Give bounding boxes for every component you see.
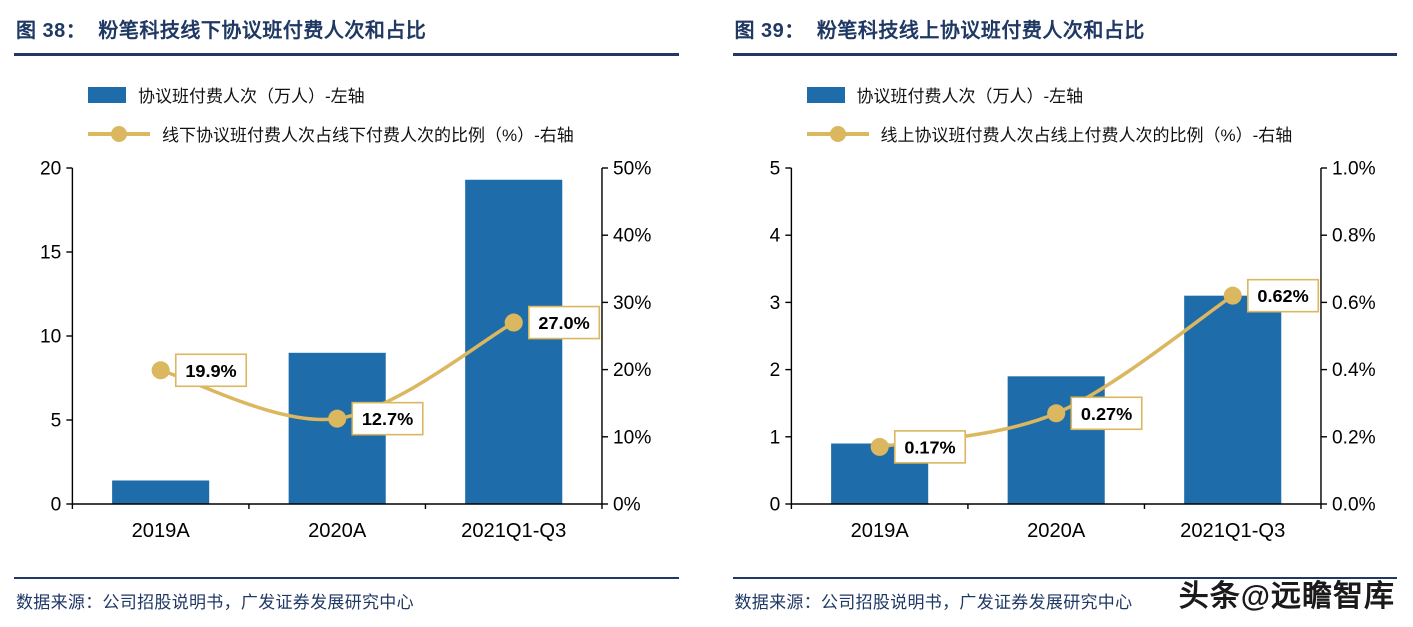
legend-line-marker	[829, 125, 846, 142]
data-point-label: 0.27%	[1080, 404, 1131, 424]
axis-tick-label: 10%	[613, 427, 651, 448]
legend-label: 线上协议班付费人次占线上付费人次的比例（%）-右轴	[880, 126, 1293, 145]
axis-tick-label: 4	[769, 226, 780, 247]
x-axis-label: 2020A	[308, 520, 367, 542]
bar	[1183, 295, 1281, 504]
data-point-marker	[870, 437, 889, 456]
chart-title: 图 38： 粉笔科技线下协议班付费人次和占比	[14, 10, 679, 56]
axis-tick-label: 0	[769, 495, 780, 516]
data-point-label-box	[893, 430, 966, 464]
axis-tick-label: 2	[769, 360, 780, 381]
data-point-label-box	[351, 401, 424, 436]
line-series-swatch	[88, 125, 150, 143]
axis-tick-label: 20	[40, 159, 61, 180]
axis-tick-label: 50%	[613, 159, 651, 180]
legend-label: 协议班付费人次（万人）-左轴	[138, 87, 365, 106]
bar	[112, 480, 210, 504]
axis-tick-label: 30%	[613, 293, 651, 314]
bar-line-combo-chart: 0 5 10 15 20 0% 10% 20% 30% 40% 50% 2019A 2020A 2021Q…	[40, 159, 651, 542]
axis-tick-label: 3	[769, 293, 780, 314]
x-axis-label: 2019A	[850, 520, 909, 542]
bar-series-swatch	[806, 86, 845, 103]
legend: 协议班付费人次（万人）-左轴 线上协议班付费人次占线上付费人次的比例（%）-右轴	[806, 82, 1398, 146]
data-point-label: 27.0%	[538, 313, 589, 333]
x-axis-label: 2019A	[132, 520, 191, 542]
x-axis-label: 2021Q1-Q3	[461, 520, 566, 542]
legend-line-marker	[111, 125, 127, 142]
axis-tick-label: 5	[51, 411, 62, 432]
bar-line-combo-chart: 0 1 2 3 4 5 0.0% 0.2% 0.4% 0.6% 0.8% 1.0% 2019A 2020A…	[769, 159, 1376, 542]
data-point-marker	[328, 409, 347, 428]
axis-tick-label: 15	[40, 243, 61, 264]
chart-title: 图 39： 粉笔科技线上协议班付费人次和占比	[732, 10, 1397, 56]
chart-area: 0 5 10 15 20 0% 10% 20% 30% 40% 50% 2019A 2020A 2021Q…	[14, 154, 679, 556]
chart-area: 0 1 2 3 4 5 0.0% 0.2% 0.4% 0.6% 0.8% 1.0% 2019A 2020A…	[733, 154, 1398, 556]
data-point-label-box	[174, 353, 248, 388]
x-axis-label: 2021Q1-Q3	[1180, 520, 1285, 542]
legend-item-bar: 协议班付费人次（万人）-左轴	[88, 82, 679, 107]
data-point-label-box	[1069, 396, 1143, 431]
legend-item-bar: 协议班付费人次（万人）-左轴	[806, 82, 1398, 107]
data-point-label: 19.9%	[185, 361, 236, 381]
axis-tick-label: 0.2%	[1332, 427, 1376, 448]
data-point-marker	[504, 313, 523, 332]
data-point-marker	[1046, 404, 1065, 423]
legend-label: 协议班付费人次（万人）-左轴	[856, 87, 1084, 106]
data-source-note: 数据来源：公司招股说明书，广发证券发展研究中心	[732, 577, 1397, 619]
axis-tick-label: 40%	[613, 226, 651, 247]
axis-tick-label: 1	[769, 427, 780, 448]
axis-tick-label: 0.6%	[1332, 293, 1376, 314]
legend-label: 线下协议班付费人次占线下付费人次的比例（%）-右轴	[162, 126, 574, 145]
axis-tick-label: 0	[51, 495, 62, 516]
axis-tick-label: 0.0%	[1332, 495, 1376, 516]
watermark: 头条@远瞻智库	[1178, 580, 1395, 613]
data-source-note: 数据来源：公司招股说明书，广发证券发展研究中心	[14, 577, 679, 619]
axis-tick-label: 1.0%	[1332, 159, 1376, 180]
data-point-label-box	[1246, 278, 1319, 313]
axis-tick-label: 0.4%	[1332, 360, 1376, 381]
axis-tick-label: 10	[40, 327, 61, 348]
line-series-swatch	[806, 125, 869, 143]
data-point-label: 0.17%	[904, 437, 955, 457]
bar	[465, 179, 563, 504]
axis-tick-label: 0%	[613, 495, 641, 516]
x-axis-label: 2020A	[1027, 520, 1086, 542]
axis-tick-label: 20%	[613, 360, 651, 381]
legend-item-line: 线下协议班付费人次占线下付费人次的比例（%）-右轴	[88, 121, 679, 146]
data-point-label-box	[528, 305, 601, 340]
axis-tick-label: 0.8%	[1332, 226, 1376, 247]
legend: 协议班付费人次（万人）-左轴 线下协议班付费人次占线下付费人次的比例（%）-右轴	[88, 82, 679, 146]
axis-tick-label: 5	[769, 159, 780, 180]
legend-item-line: 线上协议班付费人次占线上付费人次的比例（%）-右轴	[806, 121, 1398, 146]
data-point-label: 12.7%	[362, 409, 413, 429]
data-point-marker	[1223, 286, 1242, 305]
data-point-label: 0.62%	[1257, 286, 1308, 306]
figure-38-panel: 图 38： 粉笔科技线下协议班付费人次和占比 协议班付费人次（万人）-左轴 线下…	[14, 10, 679, 619]
data-point-marker	[151, 361, 170, 380]
figure-39-panel: 图 39： 粉笔科技线上协议班付费人次和占比 协议班付费人次（万人）-左轴 线上…	[732, 10, 1398, 619]
bar-series-swatch	[88, 86, 126, 103]
